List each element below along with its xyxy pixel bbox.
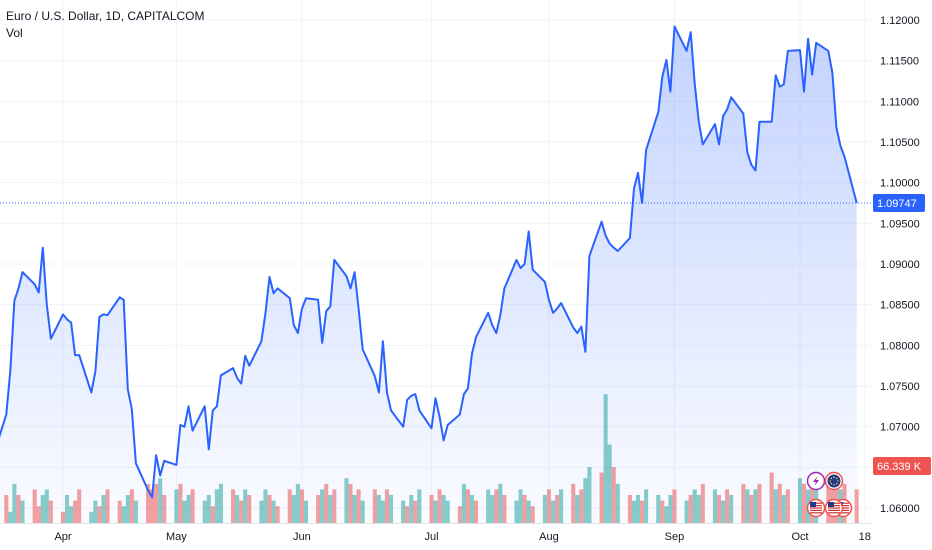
x-tick-label: Sep (665, 531, 685, 543)
time-axis-bg (0, 523, 932, 550)
x-tick-label: Jun (293, 531, 311, 543)
y-tick-label: 1.11000 (880, 96, 919, 108)
y-tick-label: 1.09000 (880, 259, 920, 271)
chart-legend: Euro / U.S. Dollar, 1D, CAPITALCOM Vol (6, 8, 205, 42)
y-tick-label: 1.11500 (880, 56, 919, 68)
price-area (0, 25, 858, 523)
us-flag-icon[interactable] (824, 498, 844, 518)
y-tick-label: 1.10500 (880, 137, 920, 149)
y-tick-label: 1.06000 (880, 503, 920, 515)
y-tick-label: 1.07000 (880, 422, 920, 434)
x-tick-label: 18 (859, 531, 871, 543)
x-tick-label: Jul (424, 531, 438, 543)
lightning-icon[interactable] (806, 471, 826, 491)
y-tick-label: 1.08000 (880, 340, 920, 352)
price-line (0, 25, 858, 499)
y-tick-label: 1.09500 (880, 218, 920, 230)
last-price-label-bg (873, 194, 925, 212)
y-tick-label: 1.08500 (880, 300, 920, 312)
time-axis[interactable]: Apr May Jun Jul Aug Sep Oct 18 (0, 523, 932, 550)
us-flag-icon[interactable] (806, 498, 826, 518)
last-volume-label-bg (873, 457, 931, 475)
last-price-label: 1.09747 (877, 198, 917, 210)
area-fill (0, 26, 857, 523)
axis-labels: 1.09747 66.339 K (873, 194, 931, 475)
y-tick-label: 1.07500 (880, 381, 920, 393)
x-tick-label: Aug (539, 531, 559, 543)
symbol-title[interactable]: Euro / U.S. Dollar, 1D, CAPITALCOM (6, 9, 205, 23)
volume-legend-label[interactable]: Vol (6, 26, 23, 40)
y-tick-label: 1.12000 (880, 15, 920, 27)
last-volume-label: 66.339 K (877, 461, 922, 473)
eu-flag-icon[interactable] (824, 471, 844, 491)
x-tick-label: Apr (54, 531, 71, 543)
y-tick-label: 1.10000 (880, 178, 920, 190)
x-tick-label: Oct (791, 531, 808, 543)
event-icons[interactable] (806, 471, 853, 518)
x-tick-label: May (166, 531, 187, 543)
